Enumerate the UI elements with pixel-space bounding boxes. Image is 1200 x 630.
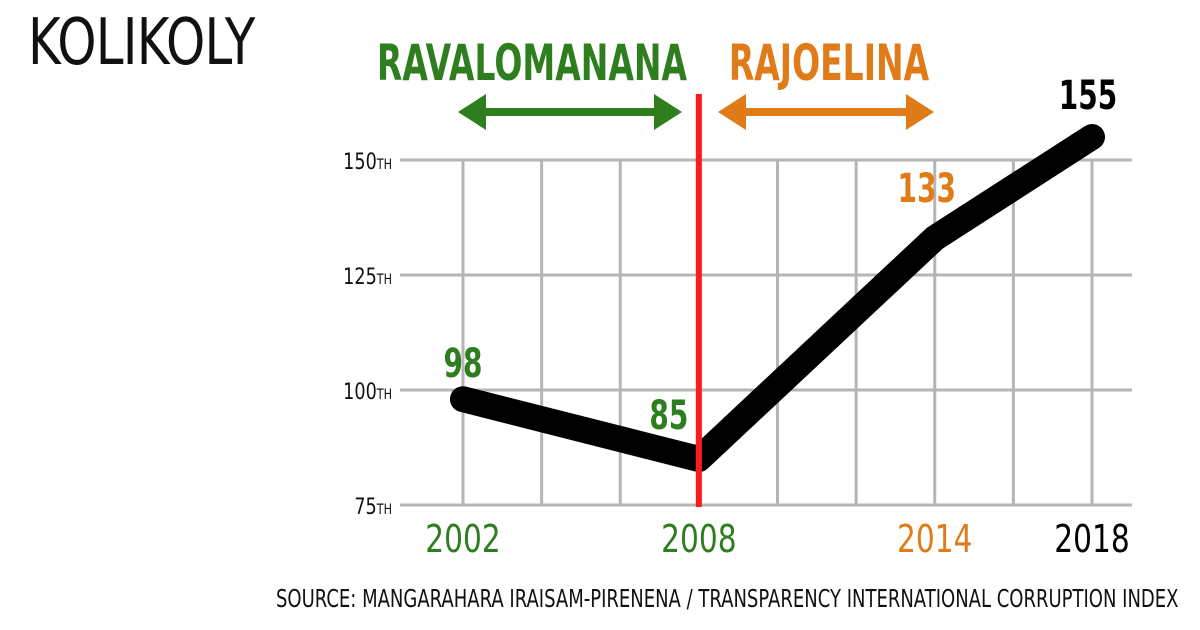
page-title: KOLIKOLY	[28, 6, 255, 80]
data-label: 85	[649, 393, 688, 439]
era-arrow-head-right	[906, 94, 934, 130]
y-tick-label: 75TH	[354, 494, 392, 519]
source-note: SOURCE: MANGARAHARA IRAISAM-PIRENENA / T…	[275, 584, 1178, 613]
era-arrow-head-right	[654, 94, 682, 130]
data-point	[1090, 135, 1094, 139]
x-tick-label: 2018	[1054, 517, 1129, 562]
y-tick-label: 125TH	[343, 264, 392, 289]
x-tick-label: 2008	[661, 517, 736, 562]
data-point	[461, 397, 465, 402]
era-annotations: RAVALOMANANA RAJOELINA	[377, 34, 934, 130]
era-label: RAJOELINA	[729, 34, 929, 92]
y-axis-labels: 75TH 100TH 125TH 150TH	[343, 149, 392, 519]
era-label: RAVALOMANANA	[377, 34, 687, 92]
series-rank-line	[450, 124, 1105, 472]
y-tick-label: 150TH	[343, 149, 392, 174]
horizontal-gridlines	[400, 158, 1132, 507]
data-labels: 98 85 133 155	[444, 73, 1118, 439]
era-arrow-head-left	[718, 94, 746, 130]
data-label: 133	[898, 166, 956, 212]
x-axis-labels: 2002 2008 2014 2018	[425, 517, 1129, 562]
data-label: 98	[444, 341, 483, 387]
data-point	[932, 236, 937, 241]
y-tick-label: 100TH	[343, 379, 392, 404]
x-tick-label: 2014	[897, 517, 972, 562]
era-arrow-head-left	[458, 94, 486, 130]
data-label: 155	[1059, 73, 1117, 119]
x-tick-label: 2002	[425, 517, 500, 562]
